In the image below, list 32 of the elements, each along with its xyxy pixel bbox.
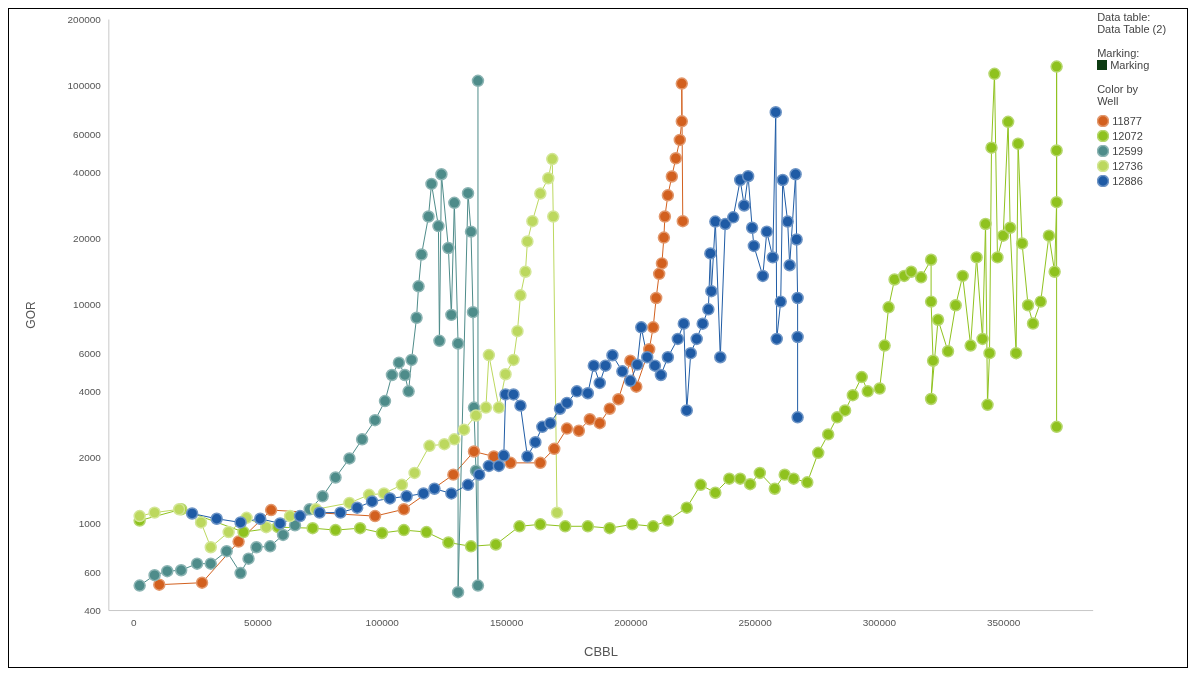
y-tick-label: 1000: [78, 517, 102, 529]
text: Marking:: [1097, 47, 1141, 59]
x-tick-label: 300000: [862, 616, 897, 628]
y-tick-label: 6000: [78, 347, 102, 359]
x-tick-label: 350000: [987, 616, 1021, 628]
x-tick-label: 150000: [489, 616, 524, 628]
y-tick-label: 100000: [67, 80, 102, 91]
legend-label: 12736: [1112, 159, 1143, 172]
y-tick-label: 2000: [78, 452, 102, 464]
legend-label: 12886: [1112, 174, 1143, 187]
legend-label: 12072: [1112, 129, 1143, 142]
y-tick-label: 10000: [73, 298, 102, 310]
x-tick-label: 0: [130, 616, 137, 628]
y-tick-label: 200000: [67, 14, 102, 26]
x-tick-label: 200000: [614, 616, 648, 628]
x-tick-label: 50000: [244, 616, 273, 628]
y-tick-label: 40000: [73, 167, 102, 179]
y-tick-label: 400: [84, 605, 102, 617]
legend-label: 12599: [1112, 144, 1143, 157]
legend-label: 11877: [1112, 114, 1142, 127]
y-tick-label: 60000: [73, 128, 102, 140]
x-tick-label: 250000: [738, 616, 773, 628]
x-tick-label: 100000: [365, 616, 400, 628]
y-tick-label: 4000: [78, 386, 102, 398]
text: Marking: [1110, 59, 1150, 71]
text: Data table:: [1097, 11, 1152, 23]
x-axis-title: CBBL: [584, 644, 618, 660]
y-tick-label: 600: [84, 566, 102, 578]
y-axis-title: GOR: [24, 301, 39, 329]
text: Data Table (2): [1097, 23, 1168, 35]
y-tick-label: 20000: [73, 233, 102, 245]
legend-title: Color by Well: [1097, 83, 1140, 107]
